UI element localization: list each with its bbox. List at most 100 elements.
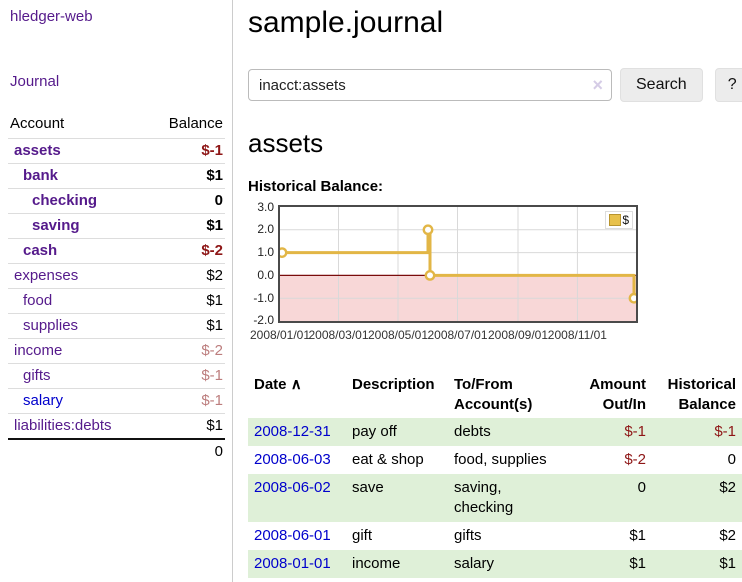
- y-tick: 2.0: [257, 222, 274, 236]
- transaction-balance: $2: [719, 527, 736, 544]
- historical-balance-chart: 3.0 2.0 1.0 0.0 -1.0 -2.0: [248, 200, 668, 350]
- transaction-amount: 0: [637, 479, 646, 496]
- transaction-description: income: [352, 555, 401, 572]
- account-link-income[interactable]: income: [14, 342, 63, 359]
- sort-ascending-icon: ∧: [290, 376, 302, 393]
- account-row: salary $-1: [8, 388, 225, 414]
- date-column-header[interactable]: Date ∧: [248, 372, 346, 418]
- account-balance: $1: [147, 313, 225, 339]
- register-row: 2008-06-01 gift gifts $1 $2: [248, 522, 742, 550]
- account-row: expenses $2: [8, 263, 225, 289]
- legend-swatch-icon: [609, 214, 622, 226]
- y-tick: 0.0: [257, 268, 274, 282]
- balance-column-header: Balance: [168, 115, 223, 132]
- account-row: saving $1: [8, 213, 225, 239]
- accounts-table-header: Account Balance: [8, 112, 225, 139]
- transaction-accounts: gifts: [454, 527, 482, 544]
- transaction-amount: $1: [629, 527, 646, 544]
- account-balance: $-1: [147, 363, 225, 389]
- account-balance: $1: [147, 288, 225, 314]
- account-row: food $1: [8, 288, 225, 314]
- transaction-date-link[interactable]: 2008-06-02: [254, 479, 331, 496]
- transaction-description: save: [352, 479, 384, 496]
- transaction-accounts: saving, checking: [454, 479, 514, 516]
- y-tick: -2.0: [253, 313, 274, 327]
- account-balance: 0: [147, 188, 225, 214]
- account-row: income $-2: [8, 338, 225, 364]
- legend-label: $: [622, 213, 629, 227]
- account-link-assets[interactable]: assets: [14, 142, 61, 159]
- account-link-liabilities-debts[interactable]: liabilities:debts: [14, 417, 112, 434]
- transaction-balance: 0: [727, 451, 736, 468]
- register-row: 2008-01-01 income salary $1 $1: [248, 550, 742, 578]
- page-title: sample.journal: [248, 6, 444, 39]
- sidebar-item-journal[interactable]: Journal: [10, 73, 60, 90]
- transaction-date-link[interactable]: 2008-01-01: [254, 555, 331, 572]
- account-row: assets $-1: [8, 138, 225, 164]
- account-row: checking 0: [8, 188, 225, 214]
- x-tick: 2008/11/01: [547, 328, 607, 342]
- app-brand-link[interactable]: hledger-web: [10, 8, 93, 25]
- transaction-date-link[interactable]: 2008-06-03: [254, 451, 331, 468]
- transaction-date-link[interactable]: 2008-12-31: [254, 423, 331, 440]
- transaction-balance: $2: [719, 479, 736, 496]
- transaction-date-link[interactable]: 2008-06-01: [254, 527, 331, 544]
- account-heading: assets: [248, 128, 324, 158]
- transaction-amount: $-2: [624, 451, 646, 468]
- register-row: 2008-12-31 pay off debts $-1 $-1: [248, 418, 742, 446]
- account-link-expenses[interactable]: expenses: [14, 267, 79, 284]
- accounts-total: 0: [147, 438, 225, 464]
- x-tick: 2008/03/01: [308, 328, 369, 342]
- x-tick: 2008/09/01: [487, 328, 549, 342]
- y-tick: 3.0: [257, 200, 274, 214]
- clear-search-icon[interactable]: ×: [592, 75, 603, 95]
- x-tick: 2008/01/01: [249, 328, 311, 342]
- plot-area: $: [276, 205, 640, 323]
- chart-heading: Historical Balance:: [248, 178, 384, 195]
- account-row: cash $-2: [8, 238, 225, 264]
- main-content: sample.journal × Search ? assets Histori…: [248, 0, 742, 582]
- account-link-checking[interactable]: checking: [32, 192, 98, 209]
- account-balance: $1: [147, 163, 225, 189]
- register-row: 2008-06-03 eat & shop food, supplies $-2…: [248, 446, 742, 474]
- transaction-accounts: debts: [454, 423, 491, 440]
- balance-column-header: Historical Balance: [667, 376, 736, 413]
- x-tick: 2008/07/01: [427, 328, 488, 342]
- search-bar: × Search ?: [248, 68, 742, 102]
- y-tick: -1.0: [253, 291, 274, 305]
- account-balance: $1: [147, 213, 225, 239]
- account-link-saving[interactable]: saving: [32, 217, 80, 234]
- account-link-salary[interactable]: salary: [23, 392, 64, 409]
- transaction-accounts: salary: [454, 555, 495, 572]
- account-balance: $-2: [147, 238, 225, 264]
- chart-canvas: [276, 207, 640, 321]
- account-row: supplies $1: [8, 313, 225, 339]
- account-balance: $-2: [147, 338, 225, 364]
- transaction-description: gift: [352, 527, 373, 544]
- search-input[interactable]: [248, 69, 612, 101]
- account-link-supplies[interactable]: supplies: [23, 317, 79, 334]
- help-button[interactable]: ?: [714, 68, 742, 102]
- transaction-amount: $-1: [624, 423, 646, 440]
- account-balance: $-1: [147, 138, 225, 164]
- account-link-cash[interactable]: cash: [23, 242, 58, 259]
- account-balance: $-1: [147, 388, 225, 414]
- register-row: 2008-06-02 save saving, checking 0 $2: [248, 474, 742, 522]
- account-link-gifts[interactable]: gifts: [23, 367, 51, 384]
- x-tick: 2008/05/01: [367, 328, 429, 342]
- account-balance: $1: [147, 413, 225, 439]
- search-button[interactable]: Search: [620, 68, 703, 102]
- transaction-description: eat & shop: [352, 451, 424, 468]
- account-row: liabilities:debts $1: [8, 413, 225, 439]
- register-header-row: Date ∧ Description To/From Account(s) Am…: [248, 372, 742, 418]
- accounts-column-header: Account: [10, 115, 65, 132]
- account-balance: $2: [147, 263, 225, 289]
- transaction-amount: $1: [629, 555, 646, 572]
- transaction-balance: $1: [719, 555, 736, 572]
- account-link-bank[interactable]: bank: [23, 167, 59, 184]
- accounts-total-row: 0: [8, 438, 225, 464]
- transaction-description: pay off: [352, 423, 397, 440]
- account-link-food[interactable]: food: [23, 292, 53, 309]
- account-row: gifts $-1: [8, 363, 225, 389]
- sidebar: hledger-web Journal Account Balance asse…: [0, 0, 233, 582]
